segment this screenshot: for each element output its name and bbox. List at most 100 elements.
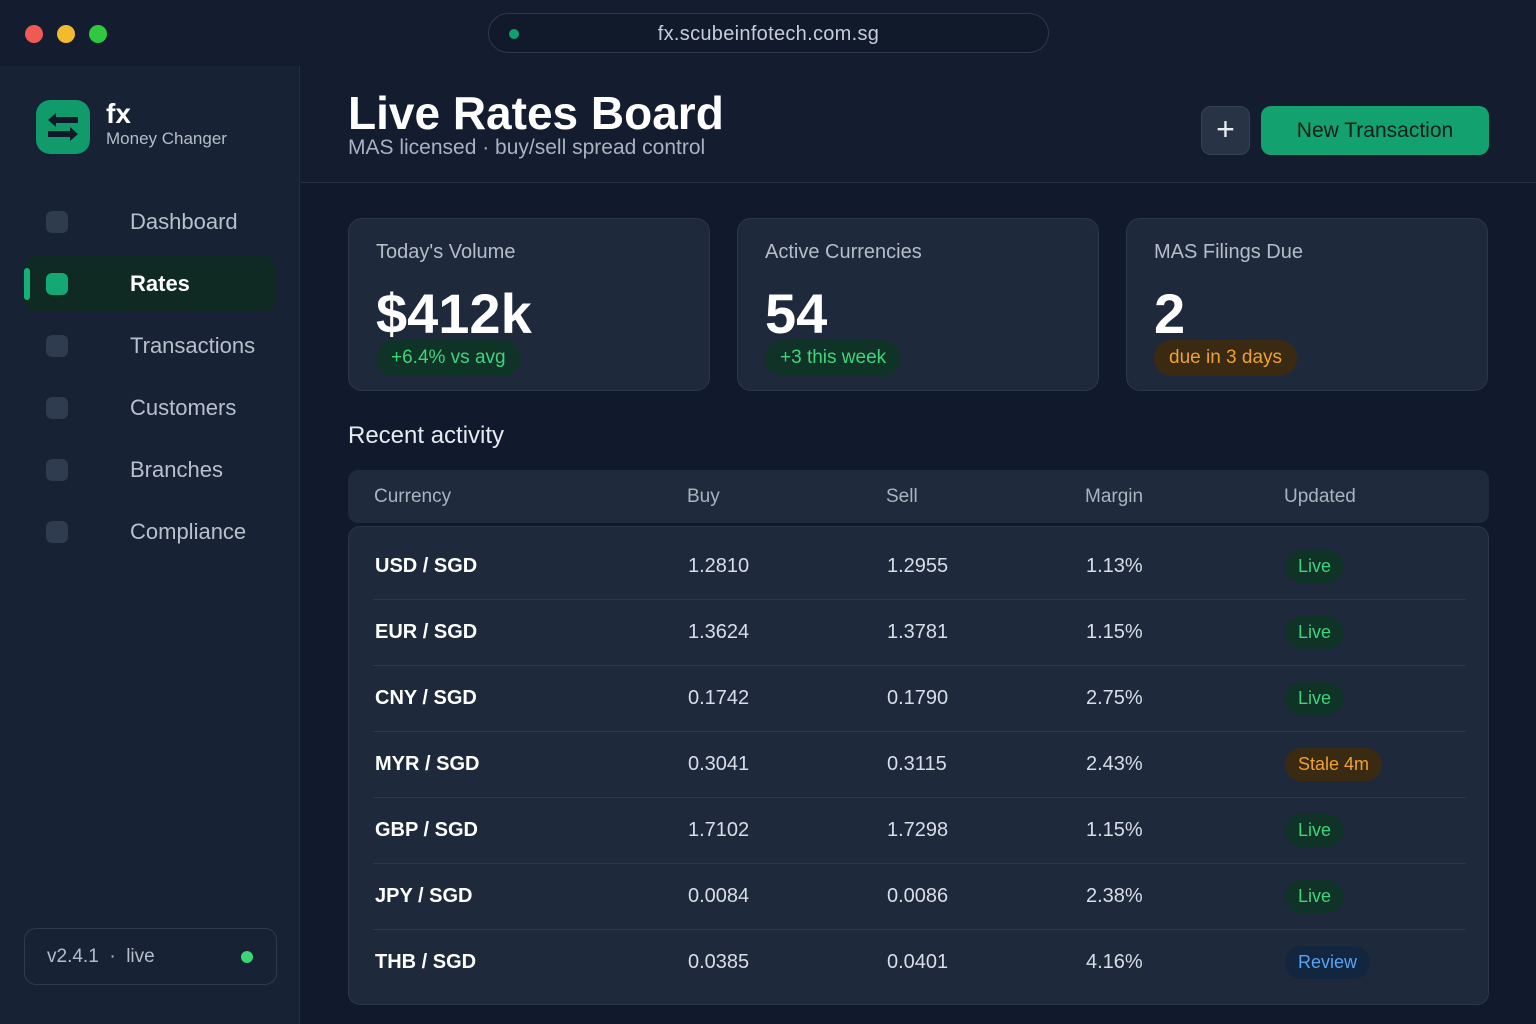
buy-rate-cell: 1.7102 [688,819,750,841]
row-divider [373,665,1466,666]
column-header-margin[interactable]: Margin [1085,486,1144,507]
page-header: Live Rates Board MAS licensed · buy/sell… [301,66,1536,183]
table-row[interactable]: GBP / SGD 1.7102 1.7298 1.15% Live [349,798,1490,864]
table-row[interactable]: JPY / SGD 0.0084 0.0086 2.38% Live [349,864,1490,930]
row-divider [373,929,1466,930]
status-badge: Stale 4m [1285,748,1383,781]
stat-due-badge: due in 3 days [1154,340,1298,376]
buy-rate-cell: 1.2810 [688,555,750,577]
status-badge: Live [1285,682,1345,715]
logo-exchange-icon [36,100,90,154]
sidebar-item-label: Branches [130,457,223,482]
version-status: v2.4.1 · live [24,928,277,985]
column-header-currency[interactable]: Currency [374,486,452,507]
margin-cell: 2.75% [1086,687,1143,709]
sidebar-item-dashboard[interactable]: Dashboard [24,194,276,250]
buy-rate-cell: 0.3041 [688,753,750,775]
table-row[interactable]: USD / SGD 1.2810 1.2955 1.13% Live [349,534,1490,600]
sidebar-item-branches[interactable]: Branches [24,442,276,498]
stat-value: $412k [376,282,532,345]
customers-icon [46,397,68,419]
sell-rate-cell: 1.2955 [887,555,949,577]
status-badge: Review [1285,946,1371,979]
dashboard-icon [46,211,68,233]
active-indicator [24,268,30,300]
stat-value: 54 [765,282,828,345]
sell-rate-cell: 0.3115 [887,753,947,775]
margin-cell: 1.15% [1086,621,1143,643]
currency-cell: CNY / SGD [375,687,477,709]
stat-label: Today's Volume [376,241,516,263]
sidebar-item-label: Transactions [130,333,256,358]
column-header-sell[interactable]: Sell [886,486,918,507]
table-row[interactable]: EUR / SGD 1.3624 1.3781 1.15% Live [349,600,1490,666]
rates-icon [46,273,68,295]
row-divider [373,599,1466,600]
sidebar-item-rates[interactable]: Rates [24,256,276,312]
branches-icon [46,459,68,481]
row-divider [373,797,1466,798]
sidebar-item-label: Compliance [130,519,247,544]
status-badge: Live [1285,880,1345,913]
sidebar-item-label: Dashboard [130,209,238,234]
column-header-buy[interactable]: Buy [687,486,720,507]
stat-change-badge: +6.4% vs avg [376,340,521,376]
sidebar: fx Money Changer Dashboard Rates Transac… [0,66,300,1024]
stat-card-filings: MAS Filings Due 2 due in 3 days [1126,218,1488,391]
address-bar[interactable]: fx.scubeinfotech.com.sg [488,13,1049,53]
margin-cell: 2.38% [1086,885,1143,907]
currency-cell: JPY / SGD [375,885,473,907]
compliance-icon [46,521,68,543]
maximize-window-button[interactable] [89,25,107,43]
add-button[interactable]: + [1201,106,1250,155]
page-title: Live Rates Board [348,87,724,139]
stat-value: 2 [1154,282,1186,345]
sell-rate-cell: 0.1790 [887,687,949,709]
window-titlebar: fx.scubeinfotech.com.sg [0,0,1536,66]
buy-rate-cell: 0.0385 [688,951,750,973]
currency-cell: THB / SGD [375,951,477,973]
margin-cell: 2.43% [1086,753,1143,775]
sidebar-item-compliance[interactable]: Compliance [24,504,276,560]
table-row[interactable]: MYR / SGD 0.3041 0.3115 2.43% Stale 4m [349,732,1490,798]
section-title: Recent activity [348,422,505,449]
currency-cell: GBP / SGD [375,819,478,841]
stat-label: MAS Filings Due [1154,241,1303,263]
stat-label: Active Currencies [765,241,922,263]
transactions-icon [46,335,68,357]
sell-rate-cell: 0.0401 [887,951,949,973]
stat-change-badge: +3 this week [765,340,902,376]
sidebar-item-customers[interactable]: Customers [24,380,276,436]
brand-name: fx [106,98,131,129]
row-divider [373,863,1466,864]
stat-card-currencies: Active Currencies 54 +3 this week [737,218,1099,391]
close-window-button[interactable] [25,25,43,43]
buy-rate-cell: 0.1742 [688,687,750,709]
secure-indicator-icon [509,29,519,39]
column-header-updated[interactable]: Updated [1284,486,1356,507]
brand-subtitle: Money Changer [106,129,227,148]
table-row[interactable]: CNY / SGD 0.1742 0.1790 2.75% Live [349,666,1490,732]
page-subtitle: MAS licensed · buy/sell spread control [348,136,706,159]
row-divider [373,731,1466,732]
minimize-window-button[interactable] [57,25,75,43]
margin-cell: 1.13% [1086,555,1143,577]
stat-card-volume: Today's Volume $412k +6.4% vs avg [348,218,710,391]
version-label: v2.4.1 · live [47,946,155,967]
margin-cell: 4.16% [1086,951,1143,973]
table-header: Currency Buy Sell Margin Updated [348,470,1489,523]
sell-rate-cell: 1.7298 [887,819,949,841]
table-row[interactable]: THB / SGD 0.0385 0.0401 4.16% Review [349,930,1490,996]
margin-cell: 1.15% [1086,819,1143,841]
currency-cell: USD / SGD [375,555,478,577]
sidebar-item-transactions[interactable]: Transactions [24,318,276,374]
sell-rate-cell: 1.3781 [887,621,949,643]
new-transaction-button[interactable]: New Transaction [1261,106,1489,155]
currency-cell: EUR / SGD [375,621,478,643]
sell-rate-cell: 0.0086 [887,885,949,907]
status-badge: Live [1285,550,1345,583]
buy-rate-cell: 0.0084 [688,885,750,907]
buy-rate-cell: 1.3624 [688,621,750,643]
currency-cell: MYR / SGD [375,753,480,775]
sidebar-item-label: Rates [130,271,190,296]
